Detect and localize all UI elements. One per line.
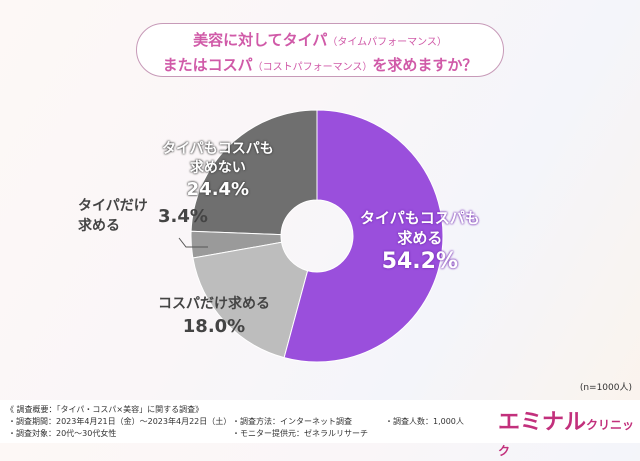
label-none-line1: タイパもコスパも	[162, 141, 274, 157]
title-note2: （コストパフォーマンス）	[252, 62, 373, 73]
question-title: 美容に対してタイパ（タイムパフォーマンス） またはコスパ（コストパフォーマンス）…	[136, 23, 504, 77]
logo-main: エミナル	[498, 410, 587, 435]
value-none: 24.4%	[186, 179, 250, 200]
value-cospa: 18.0%	[182, 316, 246, 337]
slice-3	[190, 109, 318, 236]
survey-footer: 《 調査概要：「タイパ・コスパ×美容」に関する調査》 ・調査期間：2023年4月…	[0, 400, 640, 443]
footer-heading: 《 調査概要：「タイパ・コスパ×美容」に関する調査》	[6, 405, 204, 414]
sample-size: (n=1000人)	[579, 383, 632, 393]
slice-2	[190, 230, 283, 259]
label-both: タイパもコスパも 求める 54.2%	[360, 208, 480, 276]
footer-target: ・調査対象：20代～30代女性	[8, 429, 117, 438]
value-taipa: 3.4%	[158, 206, 208, 227]
slice-0	[283, 109, 444, 363]
label-none: タイパもコスパも 求めない 24.4%	[162, 140, 274, 202]
title-line2: またはコスパ	[162, 56, 253, 74]
label-taipa: タイパだけ 求める	[78, 196, 148, 236]
eminal-logo: エミナルクリニック	[498, 404, 640, 461]
title-line1: 美容に対してタイパ	[193, 31, 328, 49]
label-taipa-line1: タイパだけ	[78, 198, 148, 214]
title-end: を求めますか？	[372, 56, 478, 74]
slice-1	[192, 241, 309, 359]
value-both: 54.2%	[381, 249, 459, 274]
footer-period: ・調査期間：2023年4月21日（金）～2023年4月22日（土）	[8, 417, 232, 426]
title-note1: （タイムパフォーマンス）	[327, 37, 447, 48]
label-both-line2: 求める	[397, 229, 443, 247]
donut-chart	[178, 109, 444, 363]
label-taipa-line2: 求める	[78, 218, 120, 234]
footer-provider: ・モニター提供元：ゼネラルリサーチ	[232, 429, 368, 438]
footer-count: ・調査人数：1,000人	[385, 417, 464, 426]
label-cospa: コスパだけ求める 18.0%	[158, 294, 270, 340]
footer-method: ・調査方法：インターネット調査	[232, 417, 352, 426]
leader-line	[178, 237, 208, 248]
label-cospa-text: コスパだけ求める	[158, 296, 270, 312]
label-both-line1: タイパもコスパも	[360, 209, 480, 227]
label-none-line2: 求めない	[189, 160, 246, 176]
